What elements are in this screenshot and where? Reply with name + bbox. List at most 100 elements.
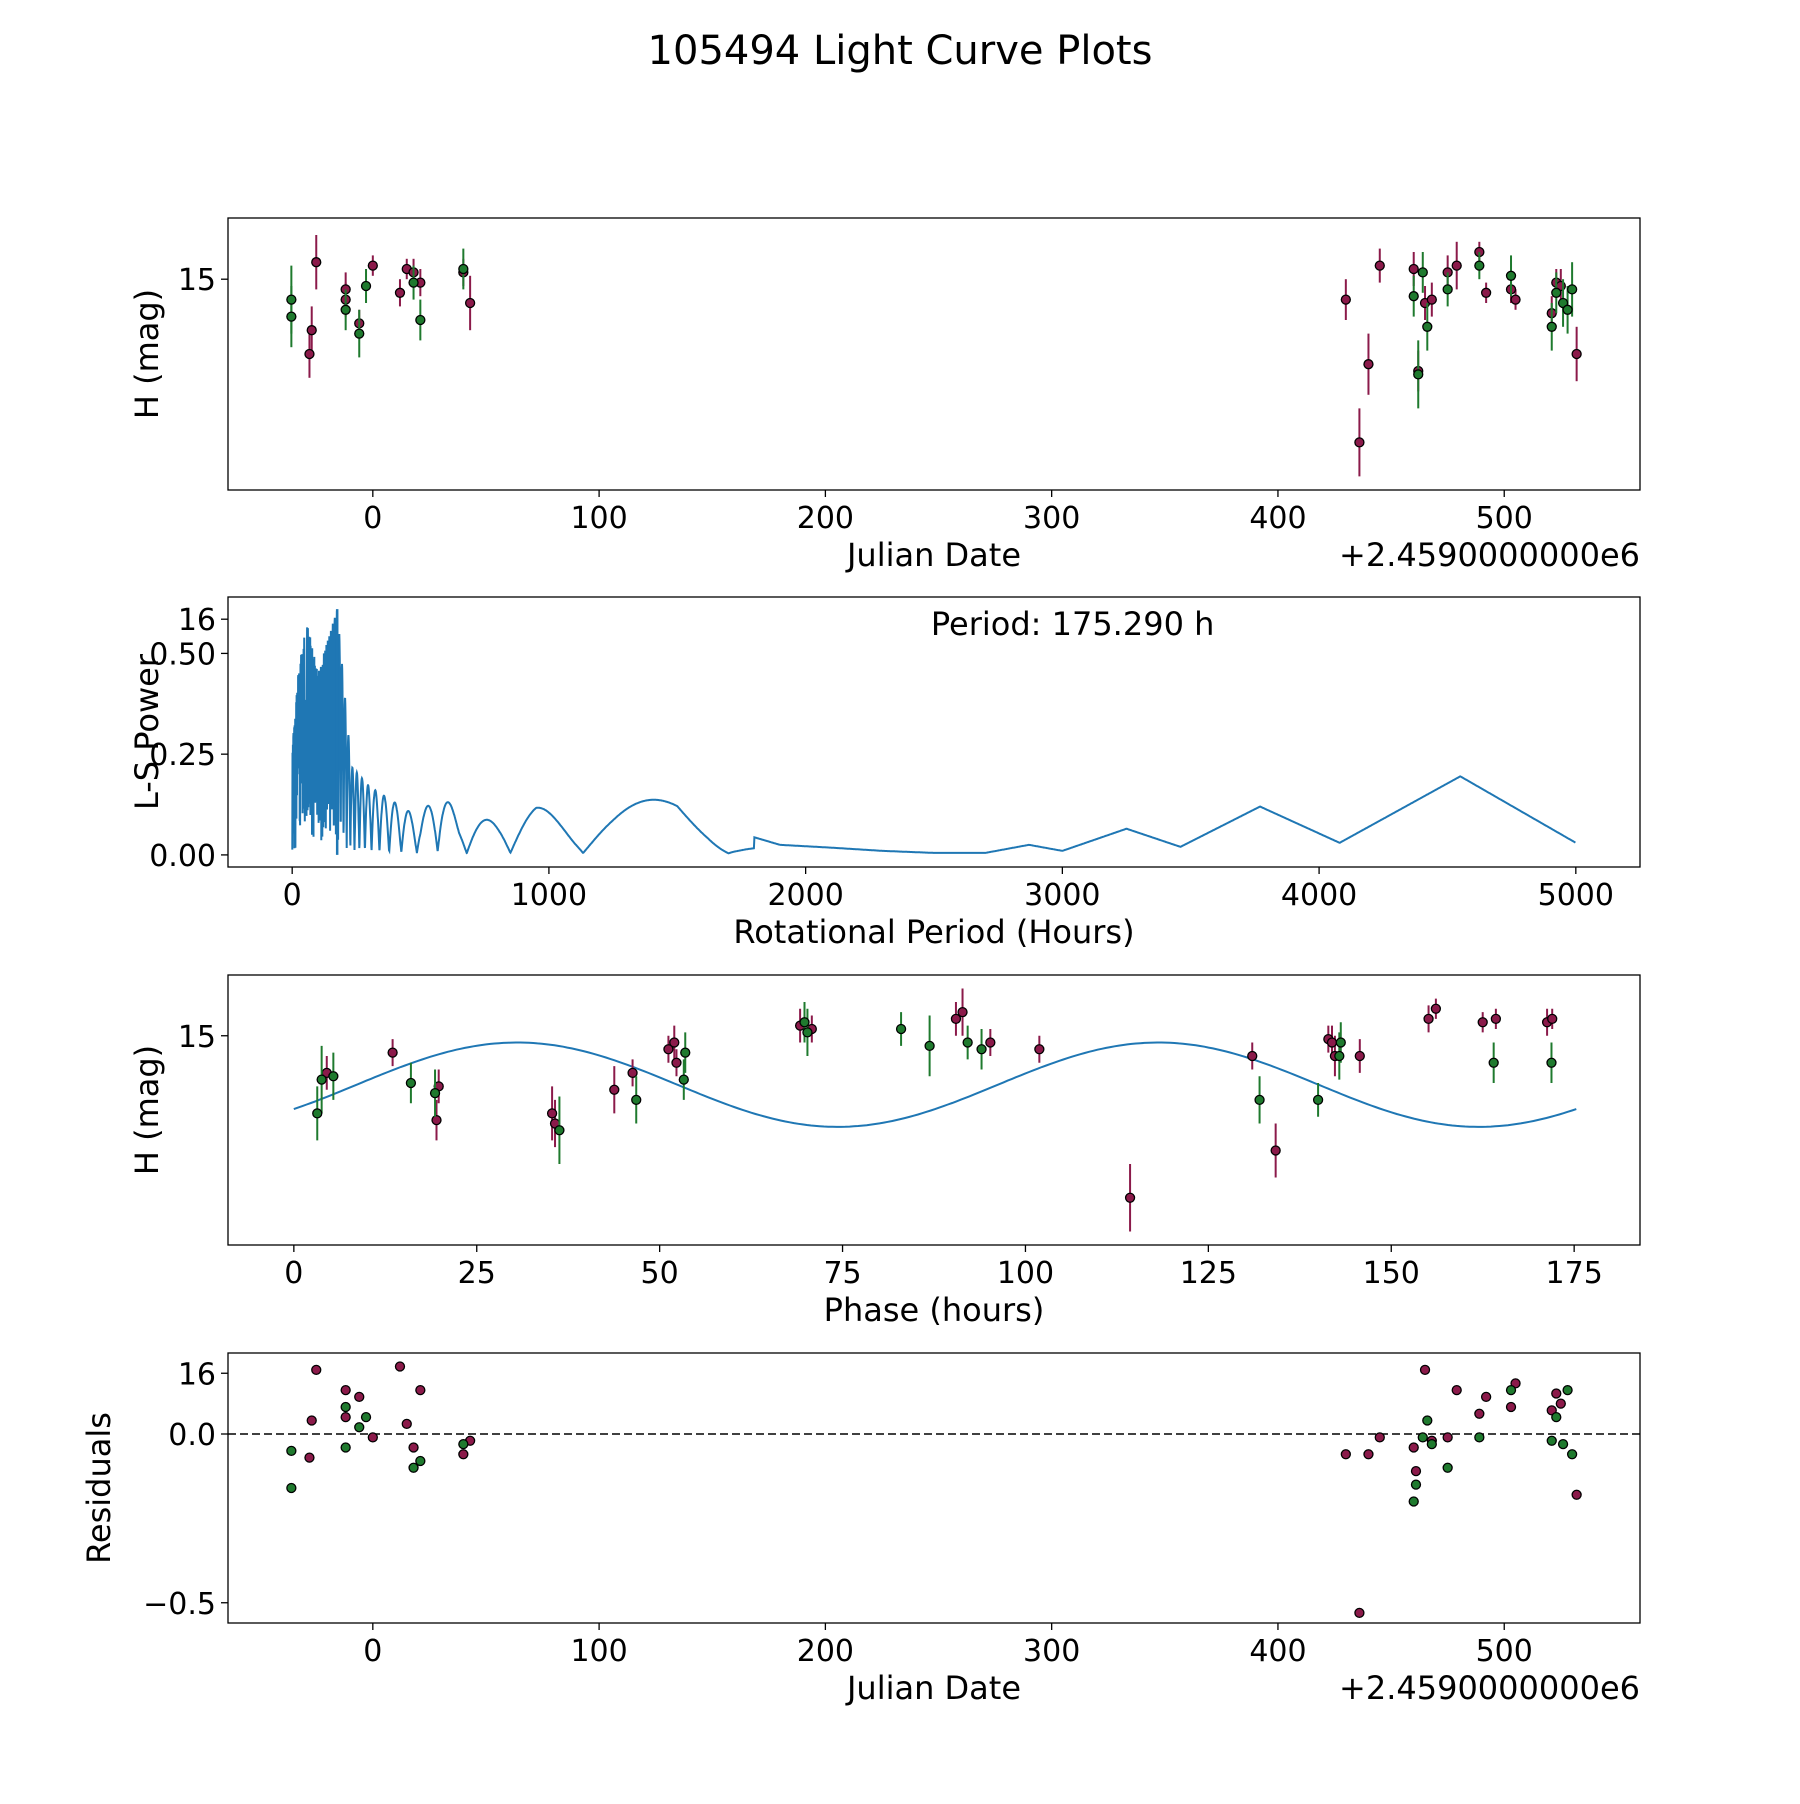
data-point [354, 1391, 365, 1403]
data-point [405, 1077, 417, 1089]
data-point [1551, 1411, 1562, 1423]
x-tick-label: 125 [1180, 1256, 1237, 1291]
y-tick-label: 0.50 [149, 637, 216, 672]
plot-area-periodogram [291, 609, 1576, 855]
data-point [367, 1432, 378, 1443]
x-tick-label: 300 [1023, 501, 1080, 536]
data-point [1408, 291, 1419, 302]
data-point [1505, 1384, 1517, 1396]
data-point [286, 311, 297, 322]
data-point [1562, 304, 1573, 315]
data-point [1335, 1037, 1346, 1048]
data-point [1442, 284, 1453, 295]
data-point [316, 1074, 327, 1085]
x-tick-label: 200 [797, 1634, 854, 1669]
data-point [1474, 260, 1485, 271]
x-tick-label: 100 [570, 1634, 627, 1669]
x-axis-label: Julian Date [845, 536, 1021, 574]
data-point [340, 1411, 351, 1423]
data-point [1410, 1479, 1422, 1490]
x-tick-label: 75 [823, 1256, 861, 1291]
y-tick-label: 16 [178, 1357, 216, 1392]
x-tick-label: 4000 [1281, 878, 1357, 913]
data-point [401, 1418, 412, 1430]
y-tick-label: 0.0 [168, 1418, 216, 1453]
data-point [458, 1438, 469, 1450]
data-point [1488, 1057, 1499, 1068]
data-point [1374, 1432, 1385, 1443]
axes-frame [227, 596, 1641, 868]
data-point [627, 1067, 638, 1079]
x-tick-label: 50 [641, 1256, 679, 1291]
x-tick-label: 0 [363, 501, 382, 536]
data-point [976, 1044, 987, 1055]
data-point [1551, 1388, 1562, 1399]
data-point [311, 257, 322, 268]
data-point [340, 304, 351, 315]
y-axis-label: L-S Power [128, 653, 166, 810]
data-point [663, 1044, 674, 1055]
data-point [1430, 1003, 1442, 1014]
x-tick-label: 500 [1476, 1634, 1533, 1669]
data-point [1442, 1432, 1453, 1443]
data-point [1546, 321, 1557, 332]
x-tick-label: 25 [458, 1256, 496, 1291]
data-point [360, 280, 372, 292]
x-tick-label: 300 [1023, 1634, 1080, 1669]
subplot-residuals: 0 100 200 300 400 500 −0.5 0.0 Julian Date Residu… [80, 1352, 1641, 1707]
data-point [286, 1445, 297, 1457]
data-point [1363, 1449, 1374, 1460]
data-point [957, 1006, 968, 1018]
data-point [1571, 1489, 1582, 1500]
data-point [1413, 369, 1424, 380]
data-point [1490, 1013, 1502, 1025]
data-point [1363, 359, 1374, 370]
data-point [312, 1108, 323, 1119]
data-point [311, 1364, 322, 1376]
data-point [367, 260, 378, 271]
data-point [1354, 1050, 1365, 1062]
x-tick-label: 150 [1363, 1256, 1420, 1291]
data-point [354, 1422, 365, 1433]
subplot-periodogram: 0 1000 2000 3000 4000 5000 0.00 0.25 0.50 Rotatio… [128, 596, 1641, 951]
data-point [408, 277, 419, 288]
data-point [546, 1108, 558, 1119]
x-tick-label: 200 [797, 501, 854, 536]
x-tick-label: 400 [1249, 1634, 1306, 1669]
data-point [415, 1384, 426, 1396]
data-point [340, 1401, 351, 1413]
periodogram-line [291, 610, 1576, 855]
data-point [408, 1442, 419, 1453]
data-point [306, 1415, 317, 1426]
data-point [1422, 1415, 1433, 1426]
figure-title: 105494 Light Curve Plots [647, 28, 1153, 74]
y-tick-label: −0.5 [143, 1587, 216, 1622]
y-axis-label: H (mag) [128, 289, 166, 419]
y-axis-label: Residuals [80, 1412, 118, 1564]
data-point [1422, 321, 1433, 332]
data-point [799, 1017, 810, 1028]
axes-frame [227, 974, 1641, 1246]
data-point [1410, 1465, 1422, 1477]
data-point [1124, 1192, 1136, 1203]
data-point [306, 325, 317, 336]
data-point [1408, 1442, 1419, 1453]
data-point [554, 1125, 565, 1136]
x-offset-text: +2.4590000000e6 [1339, 536, 1640, 574]
data-point [387, 1047, 398, 1058]
data-point [1557, 1438, 1569, 1450]
data-point [1477, 1017, 1488, 1028]
data-point [1340, 1449, 1351, 1460]
data-point [1254, 1094, 1265, 1106]
x-tick-label: 175 [1546, 1256, 1603, 1291]
data-point [1247, 1050, 1258, 1062]
y-tick-label: 0.00 [149, 839, 216, 874]
data-point [1426, 294, 1437, 305]
data-point [680, 1047, 691, 1058]
data-point [304, 348, 315, 360]
data-point [1546, 1057, 1557, 1068]
data-point [458, 1449, 469, 1460]
data-point [1408, 1496, 1419, 1507]
data-point [1354, 437, 1365, 448]
data-point [1423, 1013, 1434, 1025]
